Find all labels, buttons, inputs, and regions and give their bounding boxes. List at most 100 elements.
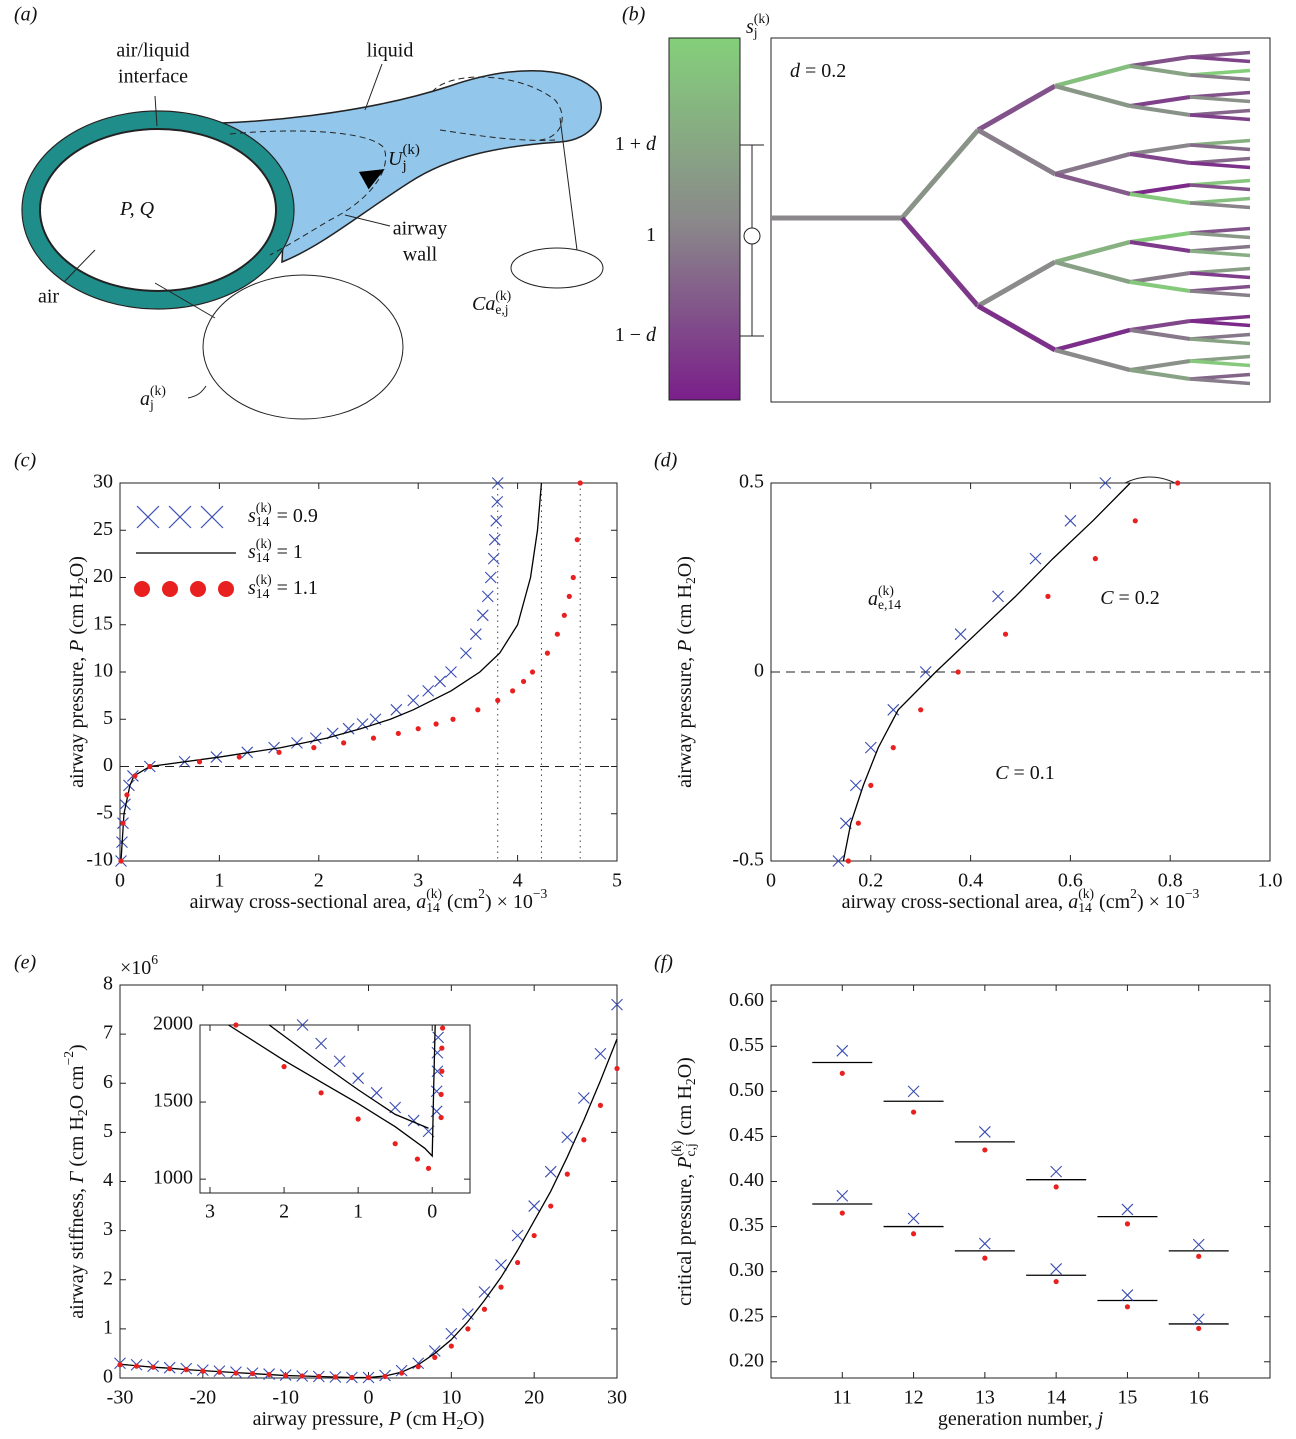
dot-marker <box>495 697 501 703</box>
tree-branch <box>1129 240 1191 253</box>
cross-marker <box>849 779 862 792</box>
annotation: C = 0.2 <box>1100 587 1160 609</box>
tree-branch <box>1189 143 1251 152</box>
dot-marker <box>415 1364 421 1370</box>
dot-marker <box>1175 480 1181 486</box>
cross-marker <box>315 1037 327 1050</box>
tree-branch <box>1189 201 1251 210</box>
cross-marker <box>370 1086 383 1099</box>
leader <box>154 95 158 127</box>
text-part: U <box>388 148 404 170</box>
tree-branch <box>1054 239 1131 265</box>
tree-branch <box>1054 327 1131 353</box>
airway-tree <box>771 50 1251 386</box>
text-part: ) × 10 <box>1137 891 1185 913</box>
dot-marker <box>1002 631 1009 637</box>
x-tick-label: 30 <box>607 1387 627 1409</box>
dot-marker <box>554 631 560 637</box>
text-part: 1 <box>646 224 656 246</box>
dot-marker <box>118 858 124 864</box>
panel-label: (c) <box>14 450 37 472</box>
legend-marker <box>168 505 192 529</box>
liquid-lining <box>149 70 602 264</box>
tree-branch <box>1054 63 1131 89</box>
cross-marker <box>484 571 497 584</box>
label: airway <box>393 218 447 240</box>
x-axis-label: airway pressure, P (cm H2O) <box>253 1408 485 1432</box>
leader <box>187 385 207 399</box>
y-tick-label: 3 <box>103 1218 113 1240</box>
dot-marker <box>855 820 861 826</box>
legend-label: s(k) 14 = 1 <box>248 536 303 565</box>
dot-marker <box>132 773 138 779</box>
x-tick-label: 2 <box>314 870 324 892</box>
x-tick-label: 20 <box>524 1387 544 1409</box>
tree-branch <box>900 216 980 308</box>
text-part: (k) <box>754 11 770 27</box>
cross-marker <box>434 675 446 688</box>
text-part: = 0.2 <box>800 60 846 82</box>
y-tick-label: 0.25 <box>729 1304 764 1326</box>
dot-marker <box>520 678 527 685</box>
text-part: 2 <box>683 1078 698 1085</box>
dot-marker <box>614 1065 620 1072</box>
dot-marker <box>1053 1184 1059 1190</box>
cross-marker <box>296 1019 309 1031</box>
y-tick-label: 0.40 <box>729 1169 764 1191</box>
y-tick-label: 2000 <box>153 1013 193 1035</box>
dot-marker <box>566 593 572 600</box>
cross-marker <box>481 590 494 603</box>
tree-branch <box>1189 161 1251 170</box>
tree-branch <box>1129 328 1191 341</box>
cross-marker <box>495 1259 507 1271</box>
legend-marker <box>218 581 234 597</box>
text-part: s <box>248 541 256 563</box>
cross-marker <box>342 722 355 735</box>
label: wall <box>403 244 438 266</box>
dot-marker <box>233 1022 239 1028</box>
label: air <box>38 286 59 308</box>
x-tick-label: 4 <box>513 870 523 892</box>
cross-marker <box>594 1047 607 1060</box>
wall-outline <box>21 110 295 310</box>
x-tick-label: 0 <box>427 1201 437 1223</box>
y-tick-label: -10 <box>86 849 113 871</box>
dot-marker <box>544 650 551 656</box>
text-part: 14 <box>256 586 270 601</box>
dot-marker <box>283 1372 289 1379</box>
dot-marker <box>839 1210 845 1216</box>
dot-marker <box>349 1374 355 1381</box>
dot-marker <box>1124 1304 1131 1310</box>
plot-frame <box>119 482 618 862</box>
dot-marker <box>1132 518 1138 524</box>
tree-branch <box>1189 249 1251 258</box>
legend-marker <box>162 581 178 597</box>
dot-marker <box>281 1064 287 1070</box>
x-tick-label: 0.8 <box>1158 870 1183 892</box>
series-line <box>228 1024 436 1158</box>
dot-marker <box>529 669 536 675</box>
x-tick-label: 11 <box>833 1387 852 1409</box>
label: a(k) j <box>140 383 166 412</box>
series-line <box>268 1024 429 1129</box>
text-part: −2 <box>61 1051 76 1066</box>
x-axis-label: airway cross-sectional area, a(k) 14 (cm2… <box>190 886 548 915</box>
y-axis-label: airway pressure, P (cm H2O) <box>66 556 90 788</box>
text-part: s <box>248 577 256 599</box>
range-bar <box>740 144 764 337</box>
x-tick-label: -20 <box>189 1387 216 1409</box>
cross-marker <box>544 1165 557 1178</box>
tree-branch <box>1189 377 1251 386</box>
tree-branch <box>1189 183 1251 192</box>
text-part: j <box>149 397 154 412</box>
dot-marker <box>982 1255 988 1261</box>
dot-marker <box>432 1354 438 1360</box>
text-part: (cm H <box>66 1116 88 1172</box>
leader <box>344 214 391 227</box>
series-line <box>842 482 1131 862</box>
dot-marker <box>216 1369 222 1375</box>
cross-marker <box>907 1212 920 1225</box>
text-part: O) <box>674 556 696 577</box>
y-tick-label: 5 <box>103 707 113 729</box>
dot-marker <box>570 574 576 581</box>
